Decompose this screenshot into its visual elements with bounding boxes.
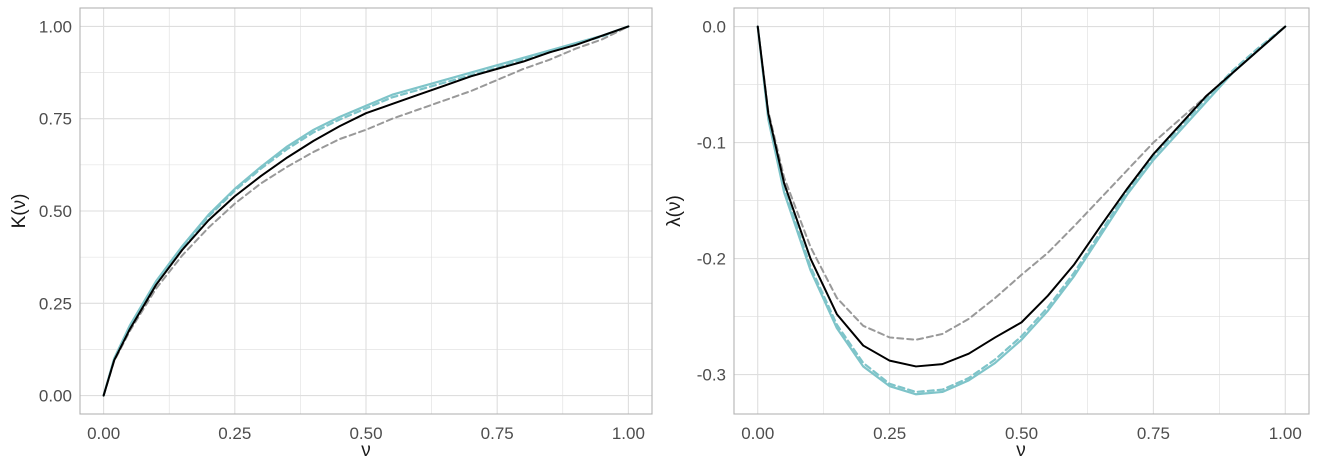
- tick-labels: 0.00 0.25 0.50 0.75 1.00 0.0 -0.1 -0.2 -0.3: [697, 18, 1302, 443]
- y-tick-label: 0.00: [39, 387, 72, 406]
- tick-labels: 0.00 0.25 0.50 0.75 1.00 0.00 0.25 0.50 0.75 1.00: [39, 17, 645, 443]
- y-tick-label: 0.75: [39, 110, 72, 129]
- series-line-3: [102, 25, 630, 397]
- y-tick-label: 1.00: [39, 17, 72, 36]
- y-tick-label: 0.50: [39, 202, 72, 221]
- grid: [80, 8, 652, 414]
- series-layer: [756, 25, 1287, 396]
- grid: [734, 8, 1309, 414]
- x-tick-label: 0.00: [741, 424, 774, 443]
- x-tick-label: 0.50: [1005, 424, 1038, 443]
- panel-border: [733, 7, 1310, 415]
- series-line-2: [756, 25, 1287, 394]
- x-tick-label: 1.00: [1269, 424, 1302, 443]
- y-tick-label: -0.3: [697, 366, 726, 385]
- series-layer: [102, 25, 630, 397]
- series-line-4: [756, 25, 1287, 368]
- series-line-4: [102, 25, 630, 397]
- x-tick-label: 0.00: [87, 424, 120, 443]
- x-axis-title: ν: [361, 440, 371, 461]
- y-tick-label: 0.25: [39, 294, 72, 313]
- y-axis-title: λ(ν): [664, 195, 685, 227]
- x-tick-label: 0.50: [349, 424, 382, 443]
- panel-border: [79, 7, 653, 415]
- chart-k-panel: 0.00 0.25 0.50 0.75 1.00 0.00 0.25 0.50 0.75 1.00…: [9, 7, 653, 461]
- chart-lambda-panel: 0.00 0.25 0.50 0.75 1.00 0.0 -0.1 -0.2 -0.3 ν λ(…: [664, 7, 1310, 461]
- y-axis-title: K(ν): [9, 194, 30, 229]
- x-tick-label: 1.00: [612, 424, 645, 443]
- series-line-3: [756, 25, 1287, 341]
- x-tick-label: 0.25: [218, 424, 251, 443]
- y-tick-label: 0.0: [702, 18, 726, 37]
- y-tick-label: -0.2: [697, 250, 726, 269]
- x-tick-label: 0.75: [481, 424, 514, 443]
- y-tick-label: -0.1: [697, 134, 726, 153]
- x-tick-label: 0.25: [873, 424, 906, 443]
- x-tick-label: 0.75: [1137, 424, 1170, 443]
- x-axis-title: ν: [1016, 440, 1026, 461]
- series-line-1: [102, 25, 630, 397]
- series-line-1: [756, 25, 1287, 396]
